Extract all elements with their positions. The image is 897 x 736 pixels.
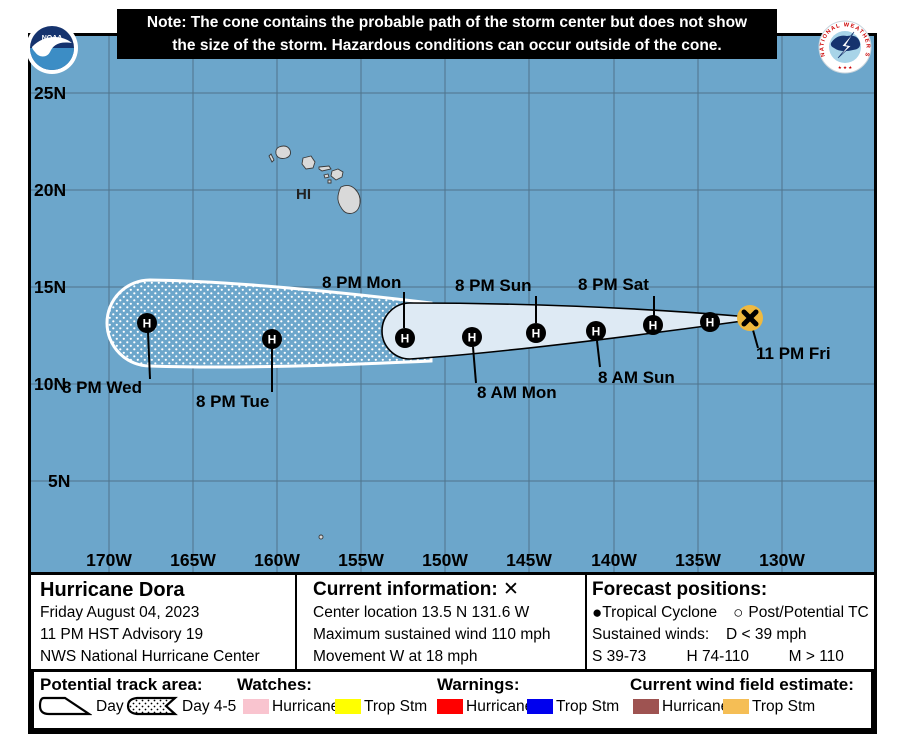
track-label-sun-pm: 8 PM Sun — [455, 276, 532, 295]
movement: Movement W at 18 mph — [313, 648, 478, 665]
island-hawaii — [337, 184, 361, 214]
warning-hurricane-swatch — [437, 699, 463, 714]
lon-label: 135W — [675, 550, 721, 570]
lat-label: 25N — [34, 83, 66, 103]
track-label-mon-pm: 8 PM Mon — [322, 273, 401, 292]
lon-label: 140W — [591, 550, 637, 570]
nws-logo-stars: ★ ★ ★ — [838, 65, 853, 70]
position-symbols-row: ● Tropical Cyclone ○ Post/Potential TC — [592, 603, 869, 622]
lat-label: 5N — [48, 471, 70, 491]
svg-text:H: H — [143, 317, 152, 331]
panel-divider — [295, 575, 297, 669]
island-kahoolawe — [327, 179, 332, 184]
island-molokai — [318, 165, 332, 172]
lon-label: 160W — [254, 550, 300, 570]
island-maui — [330, 168, 344, 181]
legend-panel: Potential track area: Watches: Warnings:… — [31, 669, 874, 731]
warning-trop-stm-swatch — [527, 699, 553, 714]
max-sustained-wind: Maximum sustained wind 110 mph — [313, 626, 551, 643]
windfield-hurricane-swatch — [633, 699, 659, 714]
forecast-positions-title: Forecast positions: — [592, 579, 768, 600]
storm-date: Friday August 04, 2023 — [40, 604, 200, 621]
track-label-sat-pm: 8 PM Sat — [578, 275, 649, 294]
current-position-label: 11 PM Fri — [756, 344, 831, 363]
island-oahu — [301, 155, 316, 170]
track-point: H — [137, 313, 157, 333]
note-line-1: Note: The cone contains the probable pat… — [146, 14, 748, 31]
legend-warnings-title: Warnings: — [437, 675, 520, 694]
track-label-sun-am: 8 AM Sun — [598, 368, 675, 387]
forecast-map: HI H H H H H — [31, 36, 874, 572]
legend-track-area-title: Potential track area: — [40, 675, 203, 694]
note-line-2: the size of the storm. Hazardous conditi… — [172, 37, 722, 54]
svg-text:H: H — [706, 316, 715, 330]
svg-text:H: H — [592, 325, 601, 339]
svg-text:H: H — [649, 319, 658, 333]
island-johnston — [318, 534, 324, 540]
panel-divider — [585, 575, 587, 669]
track-label-tue-pm: 8 PM Tue — [196, 392, 269, 411]
lat-label: 15N — [34, 277, 66, 297]
track-label-wed-pm: 8 PM Wed — [62, 378, 142, 397]
lon-label: 130W — [759, 550, 805, 570]
cone-day-4-5 — [105, 278, 433, 369]
lat-label: 10N — [34, 374, 66, 394]
watch-hurricane-swatch — [243, 699, 269, 714]
current-position-x-glyph: ✕ — [503, 579, 519, 600]
day13-cone-icon — [38, 696, 92, 716]
storm-name: Hurricane Dora — [40, 579, 185, 601]
current-info-title: Current information: ✕ — [313, 579, 519, 600]
lat-label: 20N — [34, 180, 66, 200]
watch-trop-stm-swatch — [335, 699, 361, 714]
graphic-frame: HI H H H H H — [28, 33, 877, 734]
hawaii-islands — [268, 145, 361, 540]
current-info-section: Current information: ✕ Center location 1… — [313, 575, 581, 669]
track-label-mon-am: 8 AM Mon — [477, 383, 557, 402]
noaa-logo: NOAA — [26, 22, 78, 74]
current-position-marker — [737, 305, 763, 331]
lon-label: 145W — [506, 550, 552, 570]
windfield-trop-stm-swatch — [723, 699, 749, 714]
storm-advisory: 11 PM HST Advisory 19 — [40, 626, 204, 643]
track-point: H — [262, 329, 282, 349]
track-point: H — [643, 315, 663, 335]
track-point: H — [700, 312, 720, 332]
post-tc-circle-icon: ○ — [733, 603, 744, 622]
lon-label: 165W — [170, 550, 216, 570]
lon-label: 150W — [422, 550, 468, 570]
nws-logo: NATIONAL WEATHER SERVICE ★ ★ ★ — [818, 20, 872, 74]
state-label: HI — [296, 186, 311, 203]
sustained-winds-row: Sustained winds: D < 39 mph — [592, 624, 872, 646]
day45-cone-icon — [126, 696, 178, 716]
lon-label: 155W — [338, 550, 384, 570]
forecast-positions-section: Forecast positions: ● Tropical Cyclone ○… — [592, 575, 872, 687]
center-location: Center location 13.5 N 131.6 W — [313, 604, 530, 621]
svg-text:H: H — [468, 331, 477, 345]
svg-text:H: H — [401, 332, 410, 346]
noaa-logo-text: NOAA — [42, 35, 63, 42]
storm-agency: NWS National Hurricane Center — [40, 648, 260, 665]
day45-label: Day 4-5 — [182, 698, 237, 715]
island-niihau — [268, 153, 275, 163]
island-kauai — [275, 145, 291, 159]
wind-d-range: D < 39 mph — [726, 626, 807, 643]
svg-text:H: H — [268, 333, 277, 347]
track-point: H — [586, 321, 606, 341]
note-banner: Note: The cone contains the probable pat… — [117, 9, 777, 59]
track-point: H — [395, 328, 415, 348]
track-point: H — [526, 323, 546, 343]
forecast-position-markers: H H H H H H H H — [137, 312, 720, 349]
info-panel: Hurricane Dora Friday August 04, 2023 11… — [31, 572, 874, 687]
legend-watches-title: Watches: — [237, 675, 312, 694]
storm-info-section: Hurricane Dora Friday August 04, 2023 11… — [40, 575, 290, 669]
svg-text:H: H — [532, 327, 541, 341]
legend-wind-field-title: Current wind field estimate: — [630, 675, 854, 694]
track-point: H — [462, 327, 482, 347]
tropical-cyclone-dot-icon: ● — [592, 603, 603, 622]
island-lanai — [323, 173, 330, 179]
lon-label: 170W — [86, 550, 132, 570]
label-leader-lines — [147, 292, 759, 392]
